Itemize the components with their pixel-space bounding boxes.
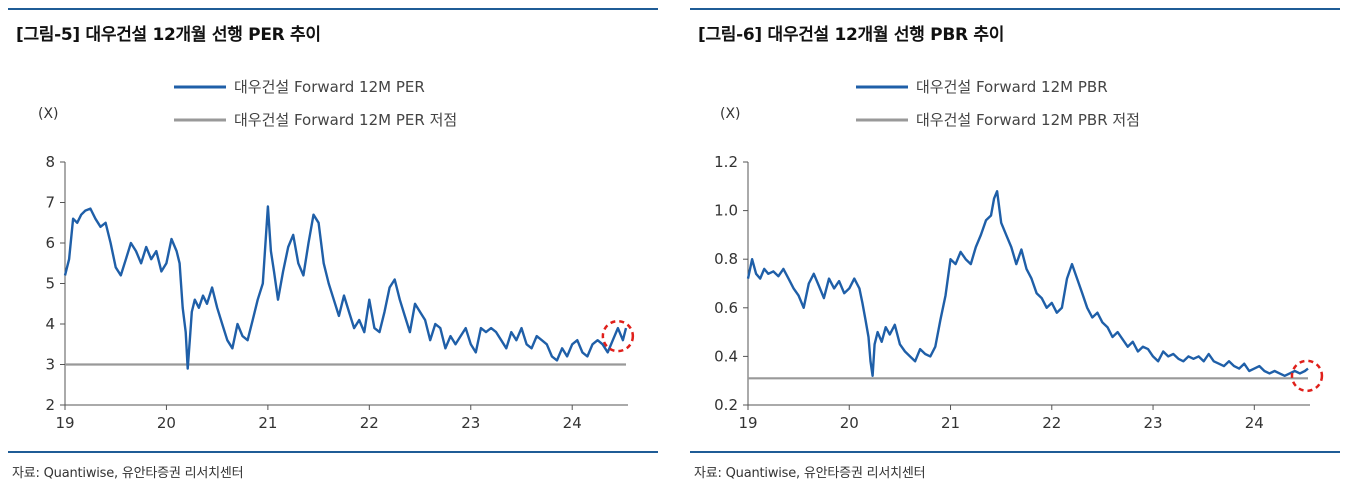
y-tick-label: 3 (45, 356, 55, 374)
y-tick-label: 0.8 (714, 250, 738, 268)
x-tick-label: 21 (941, 414, 960, 432)
x-tick-label: 22 (360, 414, 379, 432)
x-tick-label: 20 (840, 414, 859, 432)
y-tick-label: 7 (45, 194, 55, 212)
x-tick-label: 24 (563, 414, 582, 432)
chart-title: [그림-5] 대우건설 12개월 선행 PER 추이 (16, 25, 321, 45)
y-unit-label: (X) (720, 106, 741, 122)
pbr-line-chart: (X) 대우건설 Forward 12M PBR 대우건설 Forward 12M … (714, 78, 1324, 432)
y-tick-label: 4 (45, 315, 55, 333)
chart-title: [그림-6] 대우건설 12개월 선행 PBR 추이 (698, 25, 1005, 45)
series-line-main (63, 205, 628, 370)
top-rule (690, 8, 1340, 10)
series-line-main (746, 189, 1309, 377)
legend-entry: 대우건설 Forward 12M PBR 저점 (916, 111, 1140, 129)
per-chart-panel: [그림-5] 대우건설 12개월 선행 PER 추이 (X) 대우건설 Forwa… (8, 0, 658, 490)
source-note: 자료: Quantiwise, 유안타증권 리서치센터 (694, 466, 926, 481)
y-unit-label: (X) (38, 106, 59, 122)
highlight-circle (1290, 359, 1324, 393)
pbr-chart-panel: [그림-6] 대우건설 12개월 선행 PBR 추이 (X) 대우건설 Forwa… (690, 0, 1340, 490)
y-tick-label: 1.0 (714, 202, 738, 220)
x-tick-label: 19 (55, 414, 74, 432)
y-tick-label: 0.2 (714, 396, 738, 414)
x-tick-label: 20 (157, 414, 176, 432)
x-tick-label: 23 (461, 414, 480, 432)
bottom-rule (8, 451, 658, 453)
y-tick-label: 0.6 (714, 299, 738, 317)
y-tick-label: 2 (45, 396, 55, 414)
y-tick-label: 6 (45, 234, 55, 252)
x-tick-label: 23 (1143, 414, 1162, 432)
bottom-rule (690, 451, 1340, 453)
y-tick-label: 1.2 (714, 153, 738, 171)
y-tick-label: 8 (45, 153, 55, 171)
source-note: 자료: Quantiwise, 유안타증권 리서치센터 (12, 466, 244, 481)
legend-entry: 대우건설 Forward 12M PBR (916, 78, 1108, 96)
highlight-circle (601, 319, 635, 353)
x-tick-label: 19 (738, 414, 757, 432)
y-tick-label: 0.4 (714, 347, 738, 365)
x-tick-label: 24 (1245, 414, 1264, 432)
legend-entry: 대우건설 Forward 12M PER 저점 (234, 111, 457, 129)
top-rule (8, 8, 658, 10)
x-tick-label: 21 (258, 414, 277, 432)
y-tick-label: 5 (45, 275, 55, 293)
per-line-chart: (X) 대우건설 Forward 12M PER 대우건설 Forward 12M … (38, 78, 635, 432)
legend-entry: 대우건설 Forward 12M PER (234, 78, 425, 96)
x-tick-label: 22 (1042, 414, 1061, 432)
